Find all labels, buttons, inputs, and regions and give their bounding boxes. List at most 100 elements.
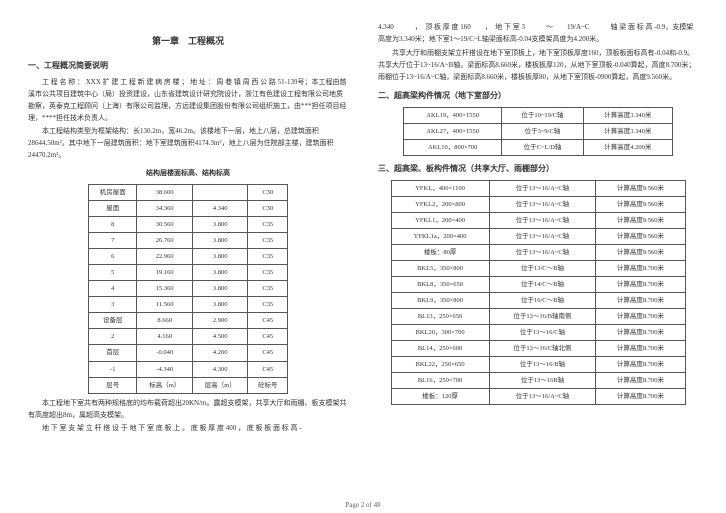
table-cell: 位于13～16/C轴北侧 (489, 341, 596, 357)
table-cell: 机房屋面 (89, 185, 137, 201)
table-row: BKL5，350×800位于13/C～B轴计算高度8.700米 (391, 261, 685, 277)
table-cell: 计算高度9.560米 (596, 212, 685, 228)
table-row: 415.3603.800C35 (89, 281, 288, 297)
table-cell: BL14，250×600 (391, 341, 489, 357)
table-row: 622.9603.800C35 (89, 249, 288, 265)
table-row: YFKL，400×1100位于13～16/A~C轴计算高度9.560米 (391, 180, 685, 196)
table-cell: C35 (248, 281, 288, 297)
table-row: 楼板：120厚位于13～16/A~C轴计算高度8.700米 (391, 389, 685, 405)
table-cell: 计算高度9.560米 (596, 228, 685, 244)
table-cell: 3.800 (192, 249, 248, 265)
table-cell: 计算高度9.560米 (596, 196, 685, 212)
table-cell: YFKL1，200×400 (391, 212, 489, 228)
table-cell: 计算高度8.700米 (596, 261, 685, 277)
table-cell: 位于13～16/B轴 (489, 357, 596, 373)
table-cell: AKL10，800×700 (404, 140, 502, 156)
table-cell: 首层 (89, 345, 137, 361)
table-cell: 位于13～16/A~C轴 (489, 228, 596, 244)
table-row: 层号标高（m）层高（m）砼标号 (89, 377, 288, 393)
table-cell: 4.160 (137, 329, 193, 345)
table-cell: C35 (248, 265, 288, 281)
table-cell: 标高（m） (137, 377, 193, 393)
table-cell: -4.340 (137, 361, 193, 377)
para-2: 本工程结构类型为框架结构：长130.2m，宽46.2m。该楼地下一层，地上八层，… (28, 126, 348, 162)
table-row: AKL10，800×700位于C~L/D轴计算高度4.200米 (404, 140, 673, 156)
table-cell: 位于C~L/D轴 (502, 140, 583, 156)
table-cell: C45 (248, 329, 288, 345)
table-cell: C45 (248, 313, 288, 329)
table-cell: 计算高度8.700米 (596, 373, 685, 389)
table-cell: 3.800 (192, 297, 248, 313)
table-cell: 计算高度9.560米 (596, 180, 685, 196)
table-1: 机房屋面38.600C30屋面34.3604.340C30830.5603.80… (88, 184, 288, 394)
table-row: YFKL1，200×400位于13～16/A~C轴计算高度9.560米 (391, 212, 685, 228)
table-cell: 位于3~9/C轴 (502, 124, 583, 140)
table-cell: 22.960 (137, 249, 193, 265)
table-cell: 位于13～16/C轴 (489, 325, 596, 341)
table-cell: YFKL，400×1100 (391, 180, 489, 196)
table-cell: 层号 (89, 377, 137, 393)
table-cell (192, 185, 248, 201)
table-cell: AKL27，400×1550 (404, 124, 502, 140)
table-cell: 计算高度3.340米 (583, 108, 672, 124)
table-row: BKL22，250×650位于13～16/B轴计算高度8.700米 (391, 357, 685, 373)
table-cell: 2.900 (192, 313, 248, 329)
table-row: 830.5603.800C35 (89, 217, 288, 233)
table-row: YFKL2，200×800位于13～16/A~C轴计算高度9.560米 (391, 196, 685, 212)
right-column: 4.340 ， 顶 板 厚 度 160 ， 地 下 室 3 ～ 19/A~C 轴… (378, 20, 698, 437)
table-cell: 层高（m） (192, 377, 248, 393)
table-cell: 计算高度8.700米 (596, 357, 685, 373)
table-cell: AKL19，400×1550 (404, 108, 502, 124)
para-4: 地 下 室 支 架 立 杆 搭 设 于 地 下 室 底 板 上 。 底 板 厚 … (28, 423, 348, 435)
table-cell: 3.800 (192, 265, 248, 281)
table-cell: 位于13～16/A~C轴 (489, 180, 596, 196)
table-cell: 位于16/C～B轴 (489, 293, 596, 309)
table-row: 设备层8.6602.900C45 (89, 313, 288, 329)
table-row: BL16，250×700位于13～16B轴计算高度8.700米 (391, 373, 685, 389)
table-cell: 3 (89, 297, 137, 313)
table-cell: 3.800 (192, 217, 248, 233)
section-2-title: 二、超高梁构件情况（地下室部分） (378, 89, 698, 103)
table-cell: 计算高度4.200米 (583, 140, 672, 156)
table-cell: 计算高度8.700米 (596, 309, 685, 325)
section-1-title: 一、工程概况简要说明 (28, 59, 348, 73)
para-6: 共享大厅和雨棚支架立杆搭设在地下室顶板上，地下室顶板厚度160，顶板板面标高有-… (378, 48, 698, 84)
table-cell: 计算高度8.700米 (596, 325, 685, 341)
table-cell: 19.160 (137, 265, 193, 281)
table-3: YFKL，400×1100位于13～16/A~C轴计算高度9.560米YFKL2… (391, 180, 686, 406)
table-cell: YFKL1a，200×400 (391, 228, 489, 244)
table-cell: 砼标号 (248, 377, 288, 393)
table-cell: 8.660 (137, 313, 193, 329)
table-cell: C30 (248, 185, 288, 201)
table-row: BL13，250×650位于13～16/B轴南侧计算高度8.700米 (391, 309, 685, 325)
section-3-title: 三、超高梁、板构件情况（共享大厅、雨棚部分） (378, 162, 698, 176)
page-footer: Page 2 of 48 (0, 501, 726, 509)
table-cell: 楼板：80厚 (391, 244, 489, 260)
table-cell: 位于10~19/C轴 (502, 108, 583, 124)
table-cell: C45 (248, 345, 288, 361)
table-cell: -0.040 (137, 345, 193, 361)
chapter-title: 第一章 工程概况 (28, 34, 348, 49)
table-2: AKL19，400×1550位于10~19/C轴计算高度3.340米AKL27，… (403, 107, 673, 156)
table-cell: BKL9，350×800 (391, 293, 489, 309)
table-cell: -1 (89, 361, 137, 377)
table-cell: 屋面 (89, 201, 137, 217)
table-cell: 位于13～16/A~C轴 (489, 244, 596, 260)
table-cell: 15.360 (137, 281, 193, 297)
table-cell: 位于13～16/A~C轴 (489, 389, 596, 405)
table-cell: YFKL2，200×800 (391, 196, 489, 212)
para-5: 4.340 ， 顶 板 厚 度 160 ， 地 下 室 3 ～ 19/A~C 轴… (378, 22, 698, 46)
table-cell: 4.200 (192, 345, 248, 361)
table-cell: 2 (89, 329, 137, 345)
table-cell: BKL22，250×650 (391, 357, 489, 373)
table-row: AKL27，400×1550位于3~9/C轴计算高度3.340米 (404, 124, 673, 140)
table-cell: 34.360 (137, 201, 193, 217)
table-cell: 设备层 (89, 313, 137, 329)
table-row: BKL9，350×800位于16/C～B轴计算高度8.700米 (391, 293, 685, 309)
table-row: 519.1603.800C35 (89, 265, 288, 281)
table-cell: 位于14/C～B轴 (489, 277, 596, 293)
table-row: -1-4.3404.300C45 (89, 361, 288, 377)
table-row: 首层-0.0404.200C45 (89, 345, 288, 361)
table-cell: 位于13～16B轴 (489, 373, 596, 389)
table-cell: 计算高度8.700米 (596, 389, 685, 405)
